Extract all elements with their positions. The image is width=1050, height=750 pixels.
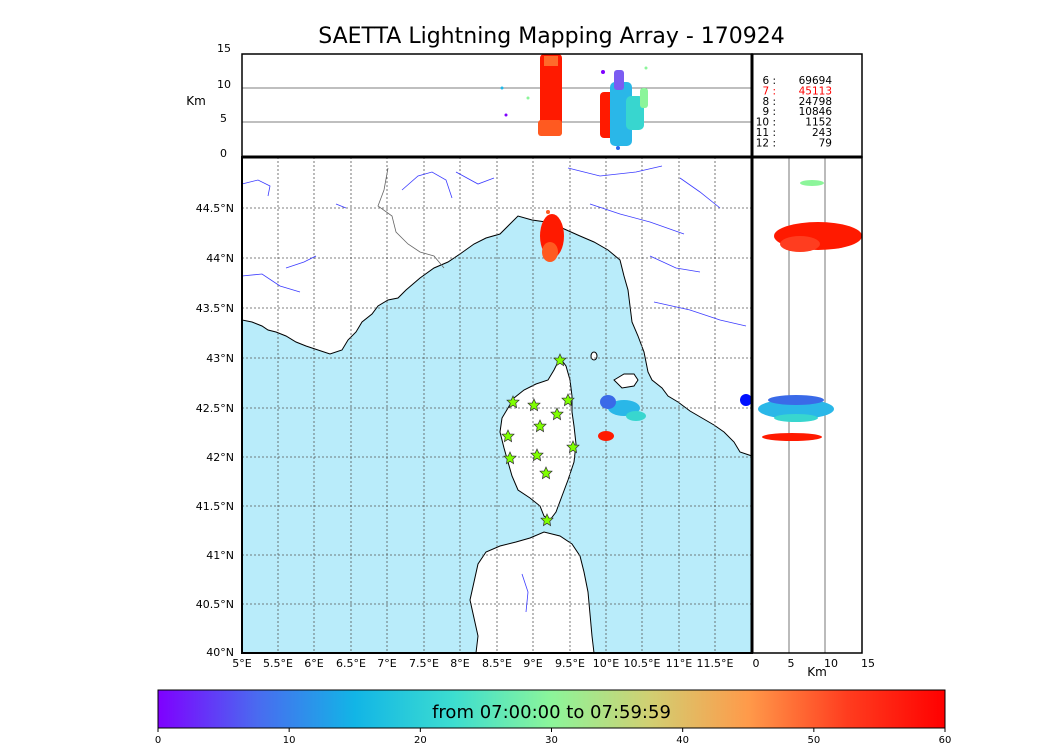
station-count-table: 6 : 69694 7 : 45113 8 : 24798 9 : 10846 10 : 1152…	[756, 75, 833, 149]
station-star	[553, 353, 567, 367]
station-source-count: 79	[819, 137, 832, 149]
capraia-island	[590, 351, 598, 361]
rivers	[241, 165, 747, 613]
station-source-count: 243	[812, 127, 832, 139]
station-star	[506, 395, 520, 409]
lon-tick-label: 11.5°E	[697, 657, 734, 670]
lon-tick-label: 11°E	[666, 657, 692, 670]
station-source-count: 24798	[799, 96, 832, 108]
colorbar-tick-label: 40	[676, 735, 689, 746]
station-id: 12 :	[756, 137, 776, 149]
station-id: 10 :	[756, 117, 776, 129]
station-star	[550, 407, 564, 421]
colorbar-tick-label: 50	[807, 735, 820, 746]
alt-tick-label: 0	[220, 147, 227, 160]
longitude-tick-labels: 5°E 5.5°E 6°E 6.5°E 7°E 7.5°E 8°E 8.5°E …	[232, 657, 733, 670]
altitude-source-cluster-blue	[600, 66, 648, 150]
station-source-count: 69694	[799, 75, 833, 87]
lat-tick-label: 40°N	[206, 646, 234, 659]
colorbar-tick-label: 30	[545, 735, 558, 746]
station-id: 9 :	[762, 106, 776, 118]
station-id: 11 :	[756, 127, 776, 139]
elba-island	[613, 373, 639, 389]
lat-tick-label: 40.5°N	[196, 598, 234, 611]
station-star	[539, 466, 553, 480]
station-star	[503, 451, 517, 465]
lon-tick-label: 9.5°E	[555, 657, 585, 670]
lightning-sources-north	[540, 210, 564, 262]
colorbar-tick-label: 20	[414, 735, 427, 746]
lon-tick-label: 5.5°E	[263, 657, 293, 670]
side-source-cluster-red	[774, 222, 862, 252]
page-title: SAETTA Lightning Mapping Array - 170924	[318, 24, 785, 49]
lma-station-markers	[501, 353, 580, 527]
station-source-count: 1152	[805, 117, 832, 129]
colorbar-ticks: 0 10 20 30 40 50 60	[155, 728, 952, 746]
side-km-tick-labels: 0 5 10 15	[753, 657, 876, 670]
map-graticule	[242, 157, 752, 653]
altitude-longitude-panel	[241, 53, 753, 158]
latitude-tick-labels: 44.5°N 44°N 43.5°N 43°N 42.5°N 42°N 41.5…	[196, 202, 234, 659]
lat-tick-label: 44°N	[206, 252, 234, 265]
lightning-sources-south	[598, 395, 646, 441]
side-source-cluster-blue	[740, 394, 834, 422]
national-border	[377, 167, 445, 269]
colorbar-time-range: from 07:00:00 to 07:59:59	[432, 702, 671, 723]
lon-tick-label: 6.5°E	[336, 657, 366, 670]
station-source-count: 10846	[799, 106, 833, 118]
plan-view-map	[241, 156, 753, 654]
side-axis-unit: Km	[807, 665, 827, 679]
lat-tick-label: 43°N	[206, 352, 234, 365]
station-star	[527, 398, 541, 412]
colorbar-tick-label: 10	[283, 735, 296, 746]
station-star	[533, 419, 547, 433]
lon-tick-label: 8°E	[450, 657, 469, 670]
lon-tick-label: 9°E	[523, 657, 542, 670]
alt-tick-label: 10	[217, 78, 231, 91]
lat-tick-label: 42.5°N	[196, 402, 234, 415]
station-star	[566, 440, 580, 454]
station-star	[501, 429, 515, 443]
latitude-altitude-panel	[242, 54, 863, 654]
side-tick-label: 10	[824, 657, 838, 670]
lat-tick-label: 42°N	[206, 451, 234, 464]
station-id: 6 :	[762, 75, 776, 87]
colorbar	[157, 689, 946, 729]
side-tick-label: 15	[861, 657, 875, 670]
lon-tick-label: 10.5°E	[624, 657, 661, 670]
station-star	[530, 448, 544, 462]
lat-tick-label: 44.5°N	[196, 202, 234, 215]
station-star	[561, 393, 575, 407]
station-star	[540, 513, 554, 527]
alt-tick-label: 15	[217, 42, 231, 55]
station-id: 8 :	[762, 96, 776, 108]
lat-tick-label: 41.5°N	[196, 500, 234, 513]
altitude-axis-unit: Km	[186, 94, 206, 108]
lon-tick-label: 7.5°E	[409, 657, 439, 670]
colorbar-tick-label: 0	[155, 735, 161, 746]
lat-tick-label: 41°N	[206, 549, 234, 562]
alt-tick-label: 5	[220, 112, 227, 125]
side-tick-label: 0	[753, 657, 760, 670]
lon-tick-label: 8.5°E	[482, 657, 512, 670]
corsica-island	[499, 357, 577, 521]
lon-tick-label: 7°E	[377, 657, 396, 670]
lon-tick-label: 10°E	[593, 657, 619, 670]
altitude-source-cluster-red	[538, 54, 562, 136]
lon-tick-label: 5°E	[232, 657, 251, 670]
lon-tick-label: 6°E	[304, 657, 323, 670]
station-source-count: 45113	[799, 85, 832, 97]
lat-tick-label: 43.5°N	[196, 302, 234, 315]
mainland-land	[241, 156, 753, 457]
station-id: 7 :	[762, 85, 776, 97]
side-tick-label: 5	[788, 657, 795, 670]
altitude-tick-labels: 15 10 5 0	[217, 42, 231, 160]
colorbar-tick-label: 60	[939, 735, 952, 746]
